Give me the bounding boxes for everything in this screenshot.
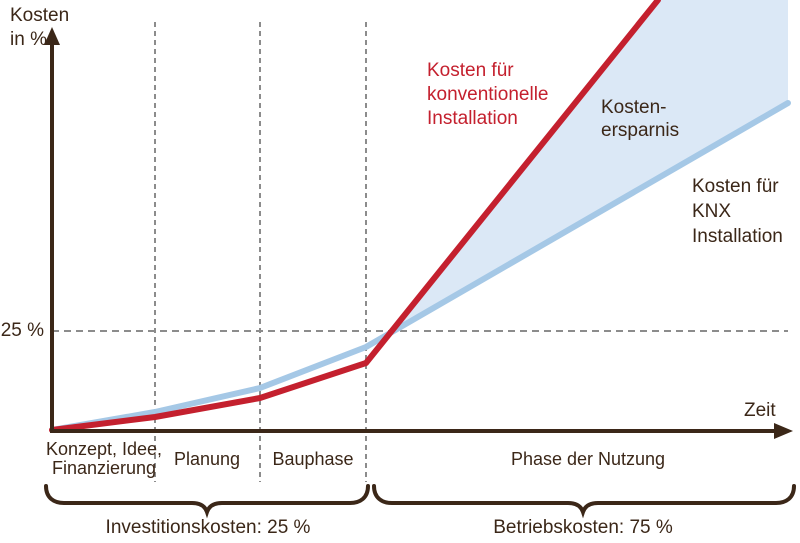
savings-area-label: Kosten- ersparnis — [601, 97, 680, 141]
y-axis-label: Kosten in % — [10, 5, 70, 50]
y-axis-arrow-icon — [44, 27, 60, 45]
phase-label-nutzung: Phase der Nutzung — [510, 449, 666, 469]
investment-costs-brace — [44, 484, 370, 519]
conventional-series-label: Kosten für konventionelle Installation — [427, 60, 549, 129]
conventional-cost-line — [49, 0, 661, 433]
operating-costs-brace — [372, 484, 796, 519]
phase-label-planung: Planung — [173, 449, 241, 469]
investment-costs-label: Investitionskosten: 25 % — [105, 517, 311, 538]
phase-label-bauphase: Bauphase — [272, 449, 354, 469]
knx-series-label: Kosten für KNX Installation — [692, 176, 783, 247]
savings-area — [392, 0, 788, 331]
reference-tick-label-25pct: 25 % — [0, 320, 44, 341]
x-axis-label: Zeit — [744, 400, 776, 421]
phase-label-konzept: Konzept, Idee, Finanzierung — [45, 439, 163, 478]
x-axis-arrow-icon — [774, 423, 793, 439]
operating-costs-label: Betriebskosten: 75 % — [493, 517, 673, 538]
knx-cost-line — [49, 100, 791, 433]
